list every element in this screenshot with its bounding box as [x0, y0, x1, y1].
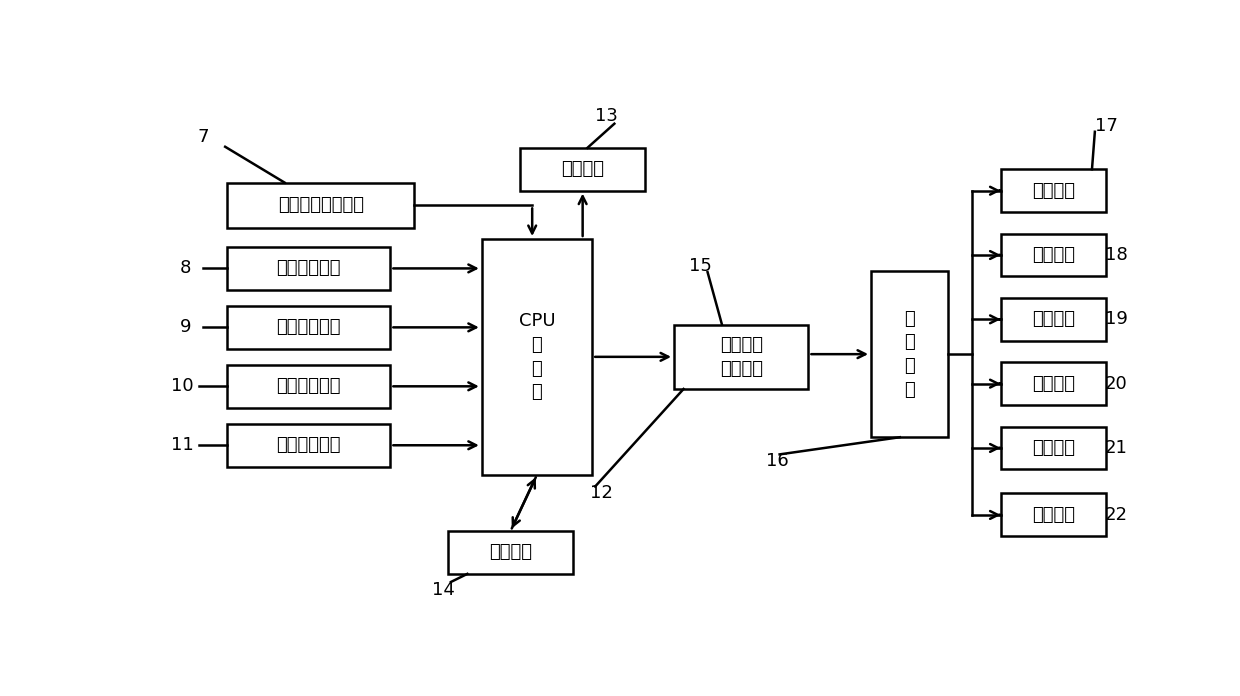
Text: 湿度收集模块: 湿度收集模块 — [277, 436, 341, 454]
Bar — [675, 324, 808, 389]
Text: 21: 21 — [1105, 439, 1127, 457]
Text: 无线蓝牙
接收模块: 无线蓝牙 接收模块 — [719, 336, 763, 378]
Text: 12: 12 — [590, 484, 614, 503]
Text: 7: 7 — [197, 128, 208, 146]
Bar — [1001, 427, 1106, 469]
Bar — [1001, 234, 1106, 276]
Text: 编程模块: 编程模块 — [489, 544, 532, 562]
Bar — [1001, 169, 1106, 212]
Text: 18: 18 — [1105, 246, 1127, 264]
Text: 19: 19 — [1105, 310, 1127, 329]
Text: 换气模块: 换气模块 — [1032, 506, 1075, 524]
Text: 排粪模块: 排粪模块 — [1032, 439, 1075, 457]
Text: 22: 22 — [1105, 506, 1127, 524]
Text: 喂食模块: 喂食模块 — [1032, 182, 1075, 200]
Text: 11: 11 — [171, 436, 193, 454]
Text: 8: 8 — [180, 260, 191, 278]
Text: 14: 14 — [432, 581, 455, 599]
Text: 雷达传感开关模块: 雷达传感开关模块 — [278, 196, 363, 214]
Text: 温度传感模块: 温度传感模块 — [277, 260, 341, 278]
Bar — [227, 365, 391, 408]
Bar — [227, 247, 391, 290]
Text: CPU
控
制
器: CPU 控 制 器 — [518, 313, 556, 401]
Bar — [521, 148, 645, 191]
Bar — [481, 239, 593, 475]
Text: 喷雾模块: 喷雾模块 — [1032, 374, 1075, 393]
Text: 猪粪收集模块: 猪粪收集模块 — [277, 318, 341, 336]
Bar — [870, 271, 947, 437]
Bar — [1001, 362, 1106, 405]
Text: 15: 15 — [689, 257, 712, 275]
Text: 风扇模块: 风扇模块 — [1032, 246, 1075, 264]
Bar — [448, 531, 573, 574]
Bar — [1001, 298, 1106, 341]
Text: 9: 9 — [180, 318, 191, 336]
Text: 执
行
模
块: 执 行 模 块 — [904, 310, 915, 399]
Bar — [227, 306, 391, 349]
Text: 10: 10 — [171, 377, 193, 395]
Text: 灯光模块: 灯光模块 — [1032, 310, 1075, 329]
Text: 13: 13 — [595, 106, 618, 125]
Text: 16: 16 — [766, 452, 789, 470]
Bar — [227, 182, 414, 228]
Text: 17: 17 — [1095, 118, 1117, 136]
Text: 光线收集模块: 光线收集模块 — [277, 377, 341, 395]
Bar — [1001, 493, 1106, 537]
Text: 20: 20 — [1105, 374, 1127, 393]
Text: 显示模块: 显示模块 — [562, 160, 604, 178]
Bar — [227, 424, 391, 467]
